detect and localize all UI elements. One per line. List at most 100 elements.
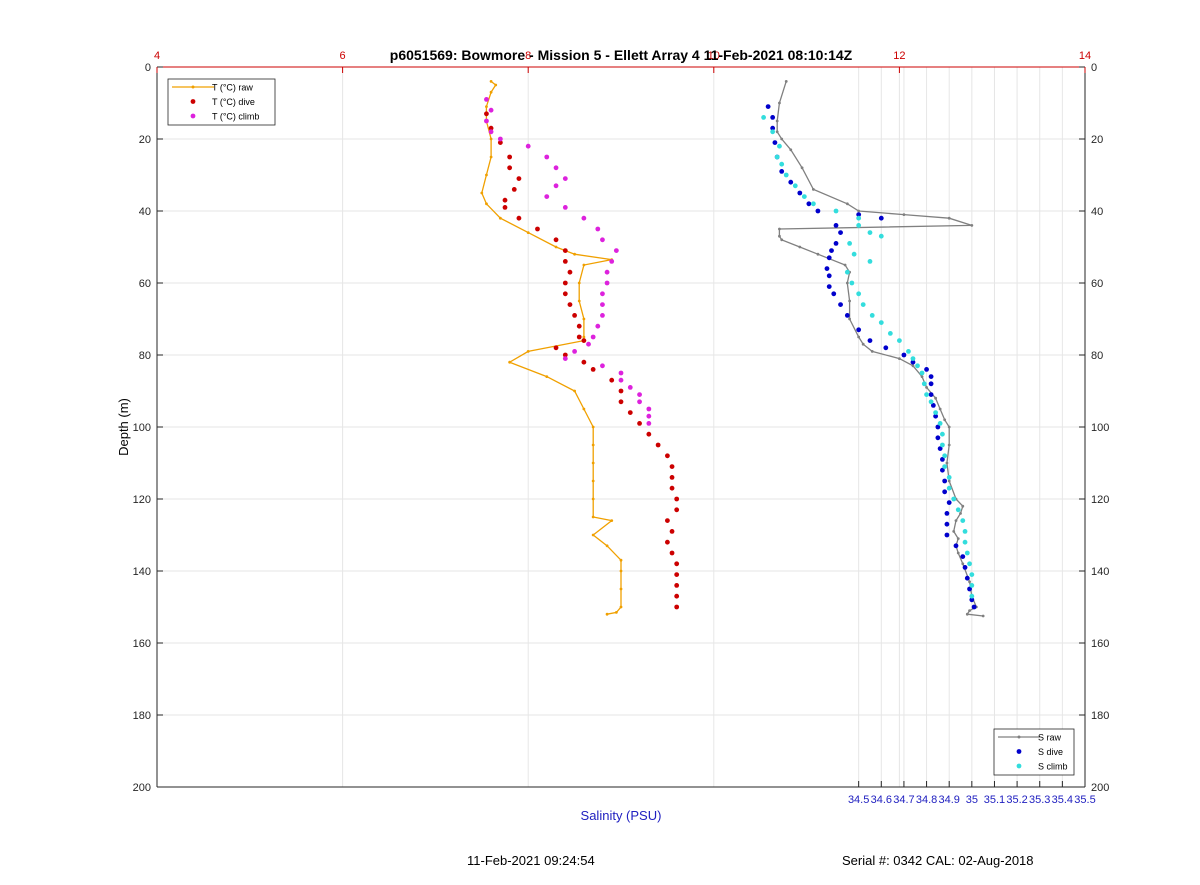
series-marker [573,389,576,393]
series-marker [970,224,974,227]
x-top-tick-label: 10 [708,50,720,62]
series-point [847,241,853,246]
series-marker [945,461,949,465]
x-top-tick-label: 6 [340,50,346,62]
series-marker [614,611,618,614]
series-point [502,205,508,210]
series-point [856,212,862,218]
series-point [967,586,972,592]
series-point [856,215,862,221]
series-point [484,118,489,124]
series-point [665,518,670,523]
series-point [915,363,920,369]
series-point [930,403,936,408]
series-marker [911,364,915,368]
y-tick-label-right: 40 [1091,206,1103,218]
series-marker [961,562,965,566]
series-marker [485,202,488,206]
series-point [788,179,794,185]
series-point [567,269,573,275]
series-marker [947,479,951,483]
x-bottom-tick-label: 34.5 [848,794,869,806]
series-point [944,521,950,527]
series-point [535,226,540,232]
series-point [867,338,873,343]
legend-label: T (°C) climb [212,112,259,122]
series-point [797,190,803,196]
series-point [962,539,968,545]
y-tick-label-right: 120 [1091,494,1109,506]
series-point [829,248,834,254]
series-point [935,424,941,430]
series-point [942,464,948,469]
series-point [967,561,972,567]
series-point [562,291,568,297]
series-marker [857,335,861,339]
series-marker [591,443,595,447]
series-marker [870,350,874,353]
series-point [576,334,582,340]
series-point [946,485,952,491]
series-point [553,165,559,171]
series-marker [775,130,779,134]
y-tick-label-left: 200 [133,782,151,794]
series-point [774,154,780,160]
series-marker [619,558,623,562]
series-point [618,399,624,405]
series-marker [582,263,586,267]
series-point [600,313,605,318]
series-marker [800,166,804,170]
series-point [600,363,605,369]
series-point [849,280,855,286]
series-point [801,194,807,200]
series-point [878,233,884,239]
series-point [609,377,615,383]
series-point [497,140,503,146]
series-point [581,215,587,221]
x-bottom-tick-label: 35.1 [984,794,1005,806]
legend-marker [1017,735,1021,739]
series-point [860,302,866,307]
series-point [833,241,839,246]
series-marker [943,418,947,422]
series-point [906,349,911,354]
series-point [878,320,884,325]
series-marker [789,148,793,152]
series-point [553,183,559,189]
series-point [940,431,945,437]
series-marker [577,281,581,285]
series-point [618,388,624,394]
series-point [878,215,884,221]
series-marker [961,504,965,508]
y-tick-label-right: 140 [1091,566,1109,578]
series-marker [489,155,493,159]
series-point [497,136,503,142]
x-bottom-tick-label: 35 [966,794,978,806]
series-point [770,115,776,120]
series-point [618,370,624,376]
series-point [488,129,494,135]
series-point [944,511,950,516]
series-marker [956,537,960,540]
series-marker [498,216,502,220]
series-point [562,356,568,361]
y-tick-label-left: 60 [139,278,151,290]
series-marker [591,515,595,519]
chart-title: p6051569: Bowmore - Mission 5 - Ellett A… [390,47,853,63]
y-axis-label: Depth (m) [116,398,131,456]
series-point [553,345,559,351]
footer-serial: Serial #: 0342 CAL: 02-Aug-2018 [842,853,1034,868]
series-point [655,442,661,448]
series-point [946,475,952,480]
series-point [761,115,766,120]
series-point [604,280,610,286]
series-marker [775,119,779,123]
series-point [646,431,652,437]
series-marker [954,519,958,522]
y-tick-label-left: 0 [145,62,151,74]
x-top-tick-label: 8 [525,50,531,62]
series-point [609,259,615,264]
series-point [600,291,605,297]
legend-marker [1016,763,1022,769]
series-point [646,421,652,426]
